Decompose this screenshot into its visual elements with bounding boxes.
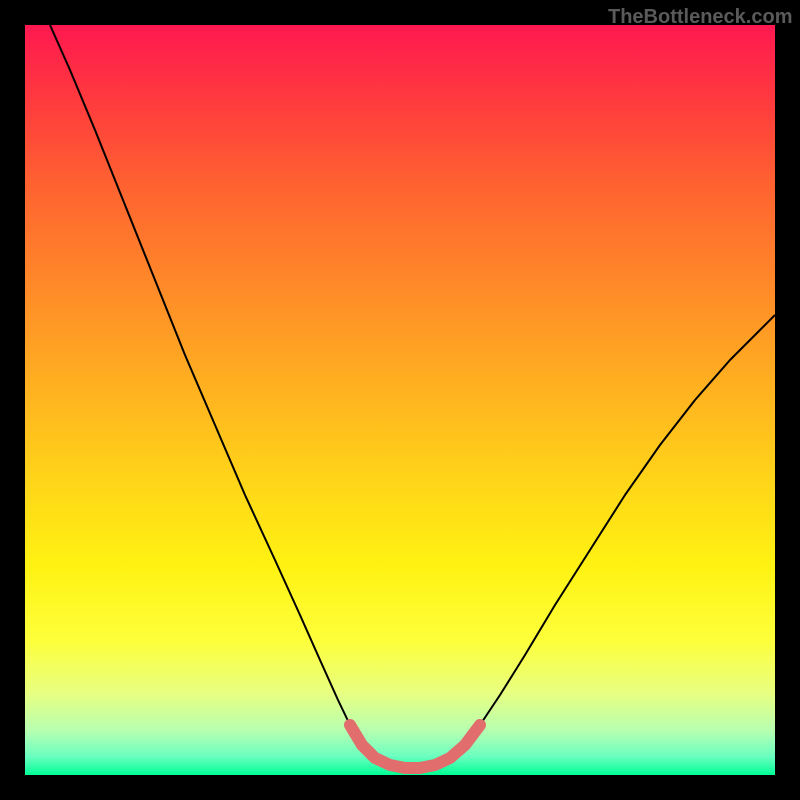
curve-layer: [25, 25, 775, 775]
watermark-text: TheBottleneck.com: [608, 6, 792, 29]
highlight-curve: [350, 725, 480, 768]
bottleneck-curve: [50, 25, 775, 768]
plot-area: [25, 25, 775, 775]
chart-container: TheBottleneck.com: [0, 0, 800, 800]
